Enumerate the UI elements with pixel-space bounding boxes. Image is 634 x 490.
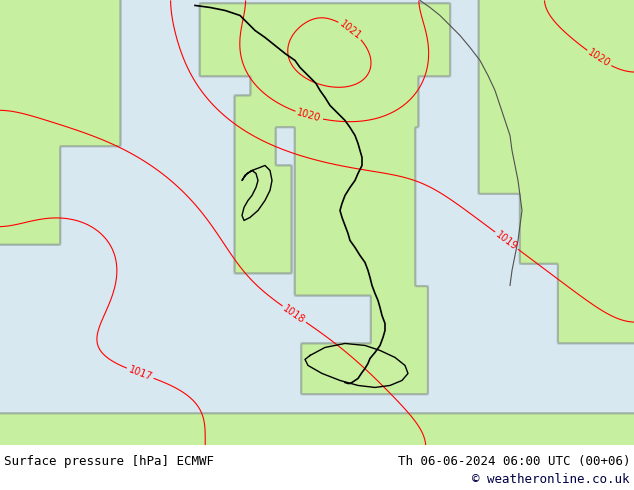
- Text: Surface pressure [hPa] ECMWF: Surface pressure [hPa] ECMWF: [4, 455, 214, 468]
- Text: © weatheronline.co.uk: © weatheronline.co.uk: [472, 473, 630, 487]
- Text: 1018: 1018: [281, 303, 307, 325]
- Text: 1020: 1020: [586, 48, 612, 69]
- Text: 1017: 1017: [127, 364, 153, 382]
- Polygon shape: [242, 166, 272, 220]
- Text: Th 06-06-2024 06:00 UTC (00+06): Th 06-06-2024 06:00 UTC (00+06): [398, 455, 630, 468]
- Text: 1021: 1021: [338, 19, 363, 42]
- Text: 1019: 1019: [494, 229, 519, 252]
- Polygon shape: [305, 343, 408, 388]
- Text: 1020: 1020: [296, 108, 322, 124]
